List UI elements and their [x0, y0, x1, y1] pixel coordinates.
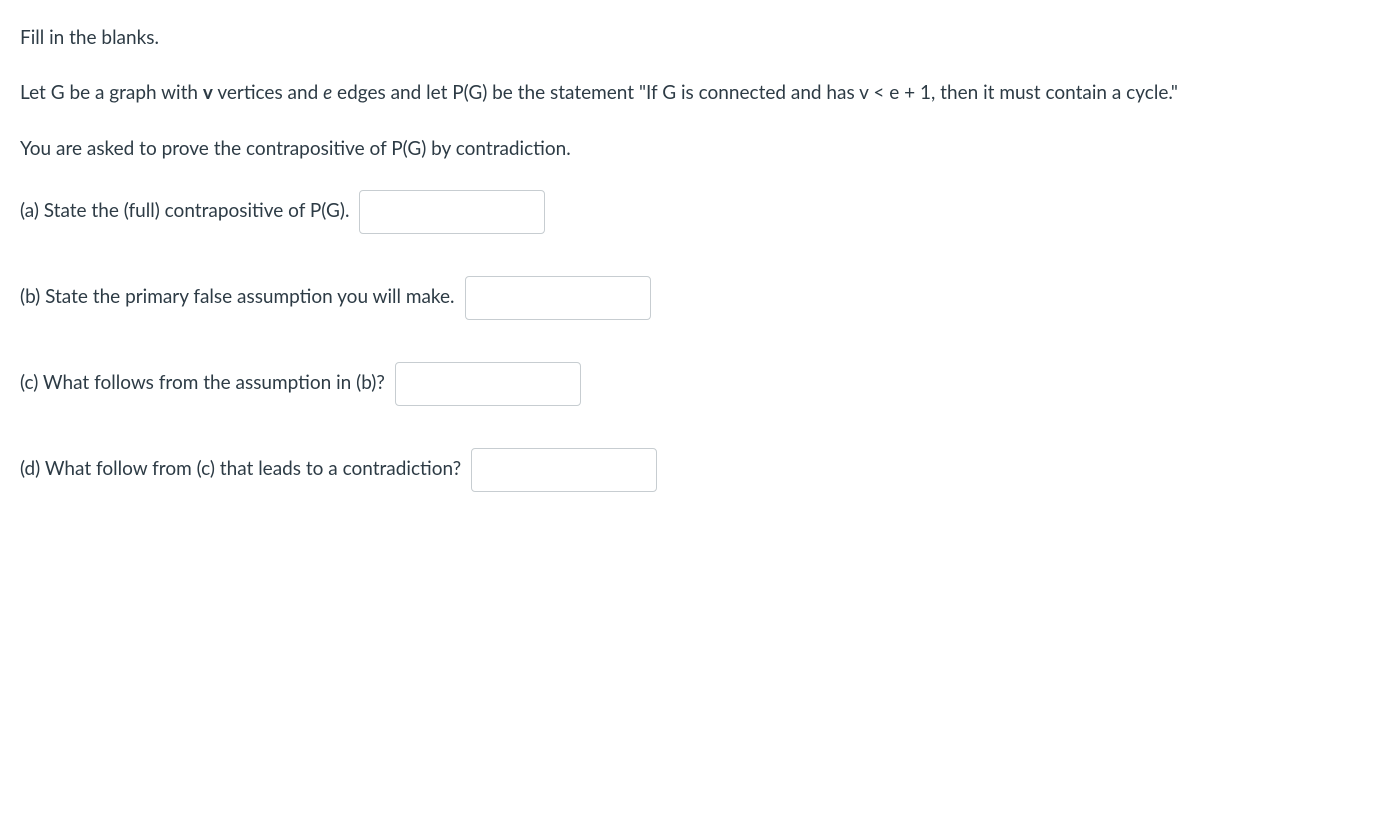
- question-b-input[interactable]: [465, 276, 651, 320]
- question-a-row: (a) State the (full) contrapositive of P…: [20, 190, 1358, 234]
- instruction-text: Fill in the blanks.: [20, 26, 159, 49]
- question-c-label: (c) What follows from the assumption in …: [20, 369, 385, 398]
- instruction-heading: Fill in the blanks.: [20, 24, 1358, 53]
- variable-v: v: [203, 81, 213, 104]
- intro-prefix: Let G be a graph with: [20, 81, 203, 104]
- question-a-label: (a) State the (full) contrapositive of P…: [20, 197, 349, 226]
- question-d-input[interactable]: [471, 448, 657, 492]
- question-c-row: (c) What follows from the assumption in …: [20, 362, 1358, 406]
- question-d-row: (d) What follow from (c) that leads to a…: [20, 448, 1358, 492]
- intro-mid1: vertices and: [213, 81, 323, 104]
- intro-mid2: edges and let P(G) be the statement "If …: [332, 81, 1178, 104]
- variable-e: e: [323, 81, 332, 104]
- question-b-row: (b) State the primary false assumption y…: [20, 276, 1358, 320]
- question-a-input[interactable]: [359, 190, 545, 234]
- task-text: You are asked to prove the contrapositiv…: [20, 137, 571, 160]
- question-d-label: (d) What follow from (c) that leads to a…: [20, 455, 461, 484]
- question-c-input[interactable]: [395, 362, 581, 406]
- problem-statement: Let G be a graph with v vertices and e e…: [20, 79, 1358, 108]
- question-b-label: (b) State the primary false assumption y…: [20, 283, 455, 312]
- task-statement: You are asked to prove the contrapositiv…: [20, 135, 1358, 164]
